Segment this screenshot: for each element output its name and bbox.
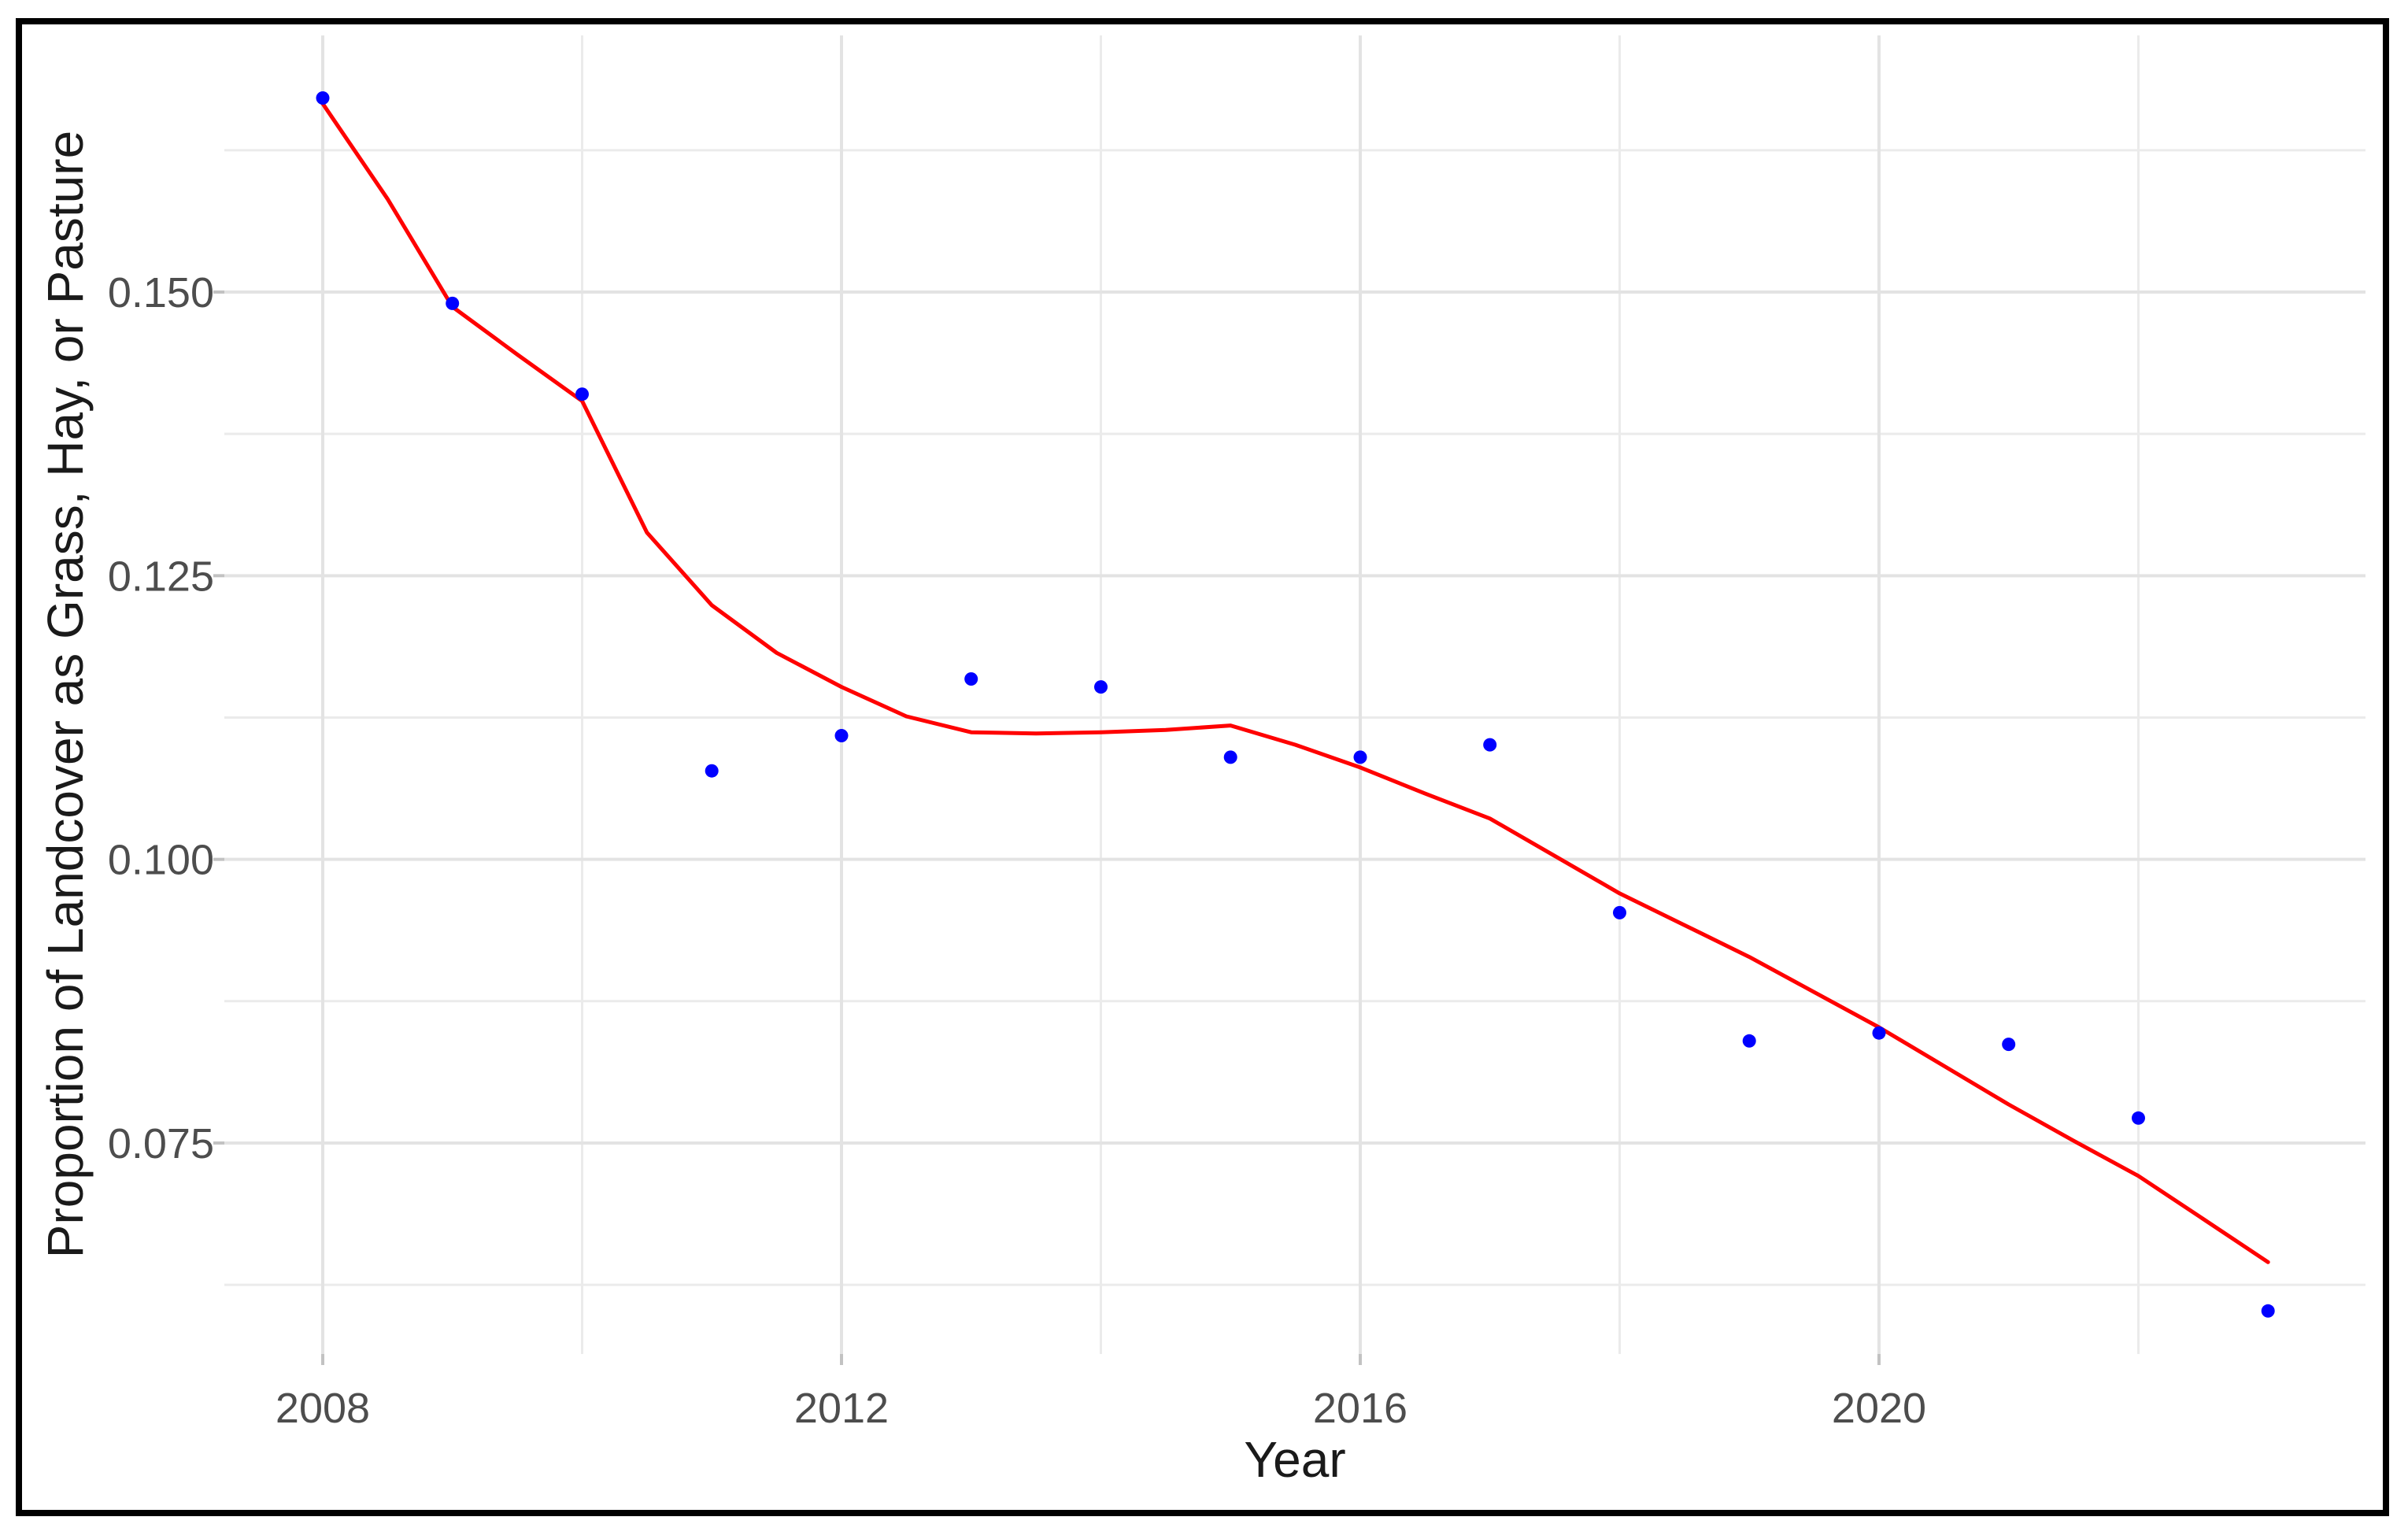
major-gridlines [224,35,2365,1354]
data-point [575,387,589,401]
data-point [834,729,849,742]
axis-tick-labels: 2008 2012 2016 2020 0.075 0.100 0.125 0.150 [108,269,1926,1432]
x-tick-label: 2016 [1313,1385,1407,1432]
data-point [705,764,719,778]
data-point [1223,750,1237,764]
loess-smooth-line [320,102,2270,1264]
data-point [1742,1034,1756,1048]
data-point [446,296,460,310]
y-tick-label: 0.075 [108,1120,214,1167]
y-tick-label: 0.150 [108,269,214,316]
minor-gridlines [224,35,2365,1354]
y-axis-title: Proportion of Landcover as Grass, Hay, o… [37,131,94,1258]
smooth-line-layer [320,102,2270,1264]
data-point [1094,680,1108,694]
data-point [1483,738,1497,752]
y-tick-label: 0.100 [108,837,214,884]
data-point [964,672,978,686]
x-axis-title: Year [1244,1431,1345,1488]
data-point [2261,1304,2275,1318]
data-point [2002,1038,2016,1052]
data-point [1613,905,1626,919]
data-point [316,91,330,105]
x-tick-label: 2008 [276,1385,370,1432]
x-tick-label: 2012 [794,1385,889,1432]
axis-tick-marks [213,290,1881,1365]
x-tick-label: 2020 [1832,1385,1926,1432]
data-points-layer [316,91,2275,1318]
y-tick-label: 0.125 [108,553,214,600]
data-point [2132,1111,2145,1125]
data-point [1872,1026,1886,1040]
data-point [1353,750,1367,764]
